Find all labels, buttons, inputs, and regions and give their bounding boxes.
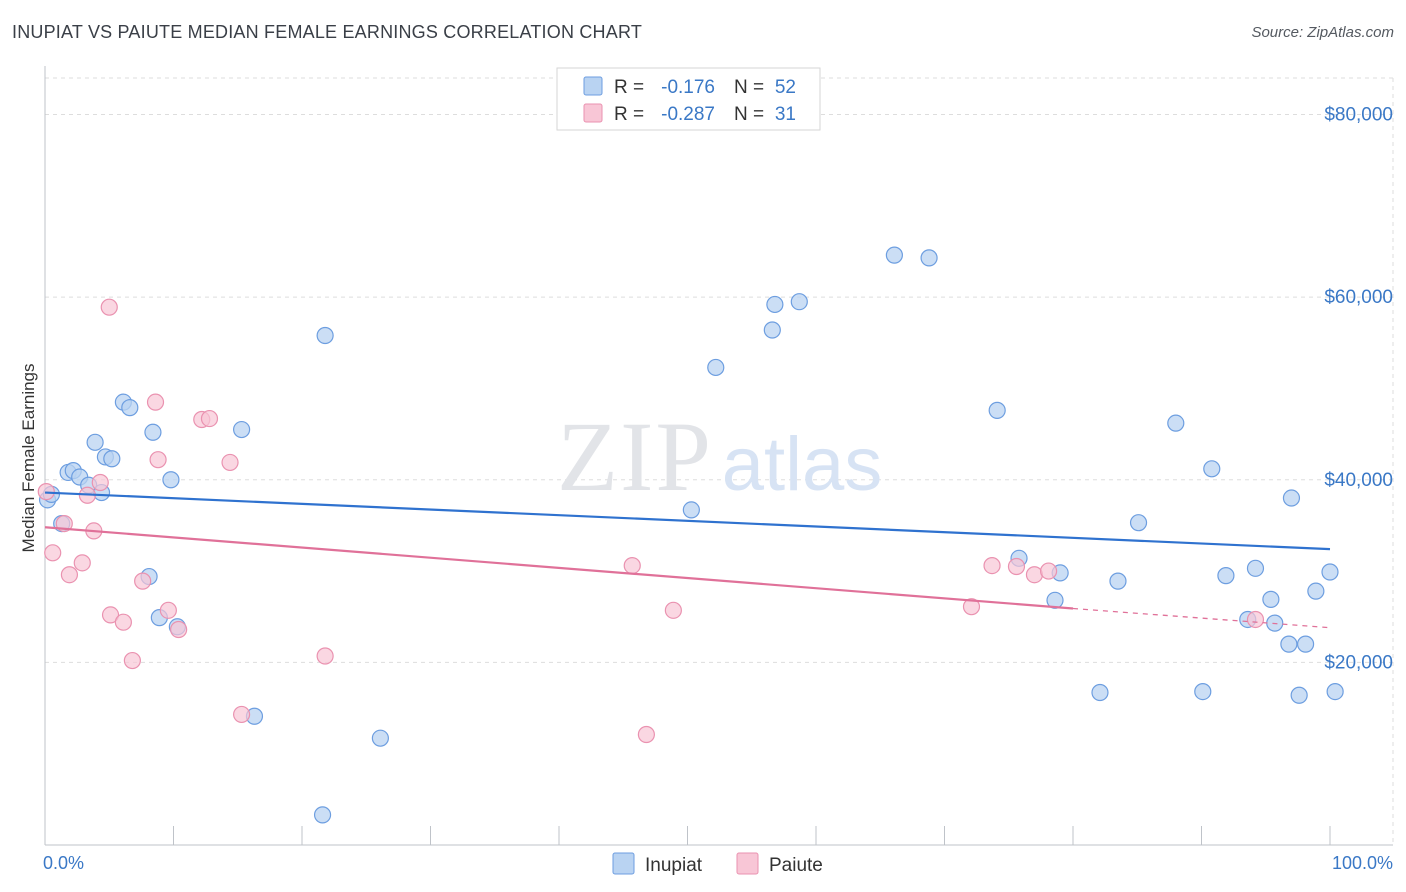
inupiat-point [988,401,1006,419]
inupiat-points [38,246,1344,824]
paiute-trend-line [44,526,1074,610]
grid-lines [45,77,1394,845]
y-tick-label: $40,000 [1324,470,1393,491]
watermark-zip: ZIP [557,401,713,512]
inupiat-point [371,729,389,747]
inupiat-point [1194,682,1212,701]
paiute-point [123,651,141,670]
inupiat-point [162,471,180,489]
paiute-point [1246,610,1265,629]
inupiat-point [766,295,784,314]
y-tick-label: $80,000 [1324,105,1393,126]
inupiat-point [1217,567,1235,585]
paiute-point [221,453,239,472]
inupiat-point [707,358,725,377]
paiute-point [134,572,152,590]
series-legend-label-inupiat: Inupiat [645,855,703,876]
paiute-point [200,409,219,428]
paiute-point [73,554,91,572]
stats-legend: R = -0.176 N = 52 R = -0.287 N = 31 [556,67,821,131]
paiute-point [1039,562,1058,580]
inupiat-point [920,249,938,267]
legend-r-value-inupiat: -0.176 [661,77,715,98]
inupiat-point [1290,686,1308,704]
inupiat-point [121,399,139,417]
inupiat-point [1307,582,1325,600]
paiute-point [170,620,188,639]
watermark-atlas: atlas [722,422,883,507]
paiute-point [637,725,655,744]
legend-swatch-inupiat [583,76,603,96]
paiute-point [623,556,641,575]
series-legend: Inupiat Paiute [612,852,823,876]
inupiat-point [1091,683,1109,702]
inupiat-point [1282,489,1301,507]
inupiat-point [1296,635,1315,653]
inupiat-point [103,450,121,468]
series-legend-swatch-inupiat [612,852,635,875]
legend-n-label-inupiat: N = [734,77,764,98]
paiute-point [1025,566,1044,584]
paiute-point [60,566,79,584]
trend-lines [44,491,1331,629]
x-tick-label-min: 0.0% [43,853,84,873]
paiute-point [983,556,1001,575]
inupiat-point [1280,635,1298,653]
series-legend-label-paiute: Paiute [769,855,823,876]
inupiat-point [763,321,781,339]
paiute-point [100,298,118,316]
paiute-point [962,598,981,616]
legend-r-label-inupiat: R = [614,77,644,98]
axes [44,66,1393,846]
inupiat-point [313,806,332,824]
legend-n-label-paiute: N = [734,104,764,125]
x-tick-labels: 0.0% 100.0% [43,853,1393,873]
paiute-point [316,647,334,665]
inupiat-point [1203,460,1221,478]
paiute-point [101,606,120,624]
inupiat-point [1046,591,1064,609]
inupiat-point [233,420,251,439]
inupiat-point [790,293,808,311]
paiute-point [149,451,167,469]
series-legend-swatch-paiute [736,852,759,875]
paiute-trend-extension [1072,607,1331,629]
paiute-point [233,705,251,724]
inupiat-point [1109,572,1127,590]
y-tick-label: $60,000 [1324,287,1393,308]
legend-r-label-paiute: R = [614,104,644,125]
watermark: ZIP atlas [557,401,882,512]
chart-title: INUPIAT VS PAIUTE MEDIAN FEMALE EARNINGS… [12,22,643,42]
paiute-point [91,473,109,492]
paiute-point [114,613,132,631]
inupiat-point [1246,559,1265,577]
inupiat-point [1129,514,1148,532]
y-tick-label: $20,000 [1324,652,1393,673]
inupiat-point [885,246,903,264]
paiute-point [146,393,165,411]
source-label: Source: ZipAtlas.com [1251,24,1394,41]
y-axis-label: Median Female Earnings [19,364,38,553]
legend-n-value-paiute: 31 [775,104,796,125]
inupiat-point [682,501,700,519]
inupiat-point [1262,590,1280,608]
legend-r-value-paiute: -0.287 [661,104,715,125]
inupiat-point [144,423,162,441]
inupiat-point [1326,682,1344,701]
inupiat-point [316,326,334,345]
paiute-point [664,601,682,619]
y-tick-labels: $20,000 $40,000 $60,000 $80,000 [1324,105,1393,674]
inupiat-trend-line [44,491,1331,551]
paiute-point [44,544,62,562]
paiute-point [159,601,177,619]
paiute-points [37,298,1265,744]
legend-n-value-inupiat: 52 [775,77,796,98]
legend-swatch-paiute [583,103,603,123]
x-tick-label-max: 100.0% [1332,853,1393,873]
inupiat-point [86,433,104,451]
inupiat-point [1321,563,1339,581]
paiute-point [1007,557,1026,576]
inupiat-point [1167,414,1185,432]
